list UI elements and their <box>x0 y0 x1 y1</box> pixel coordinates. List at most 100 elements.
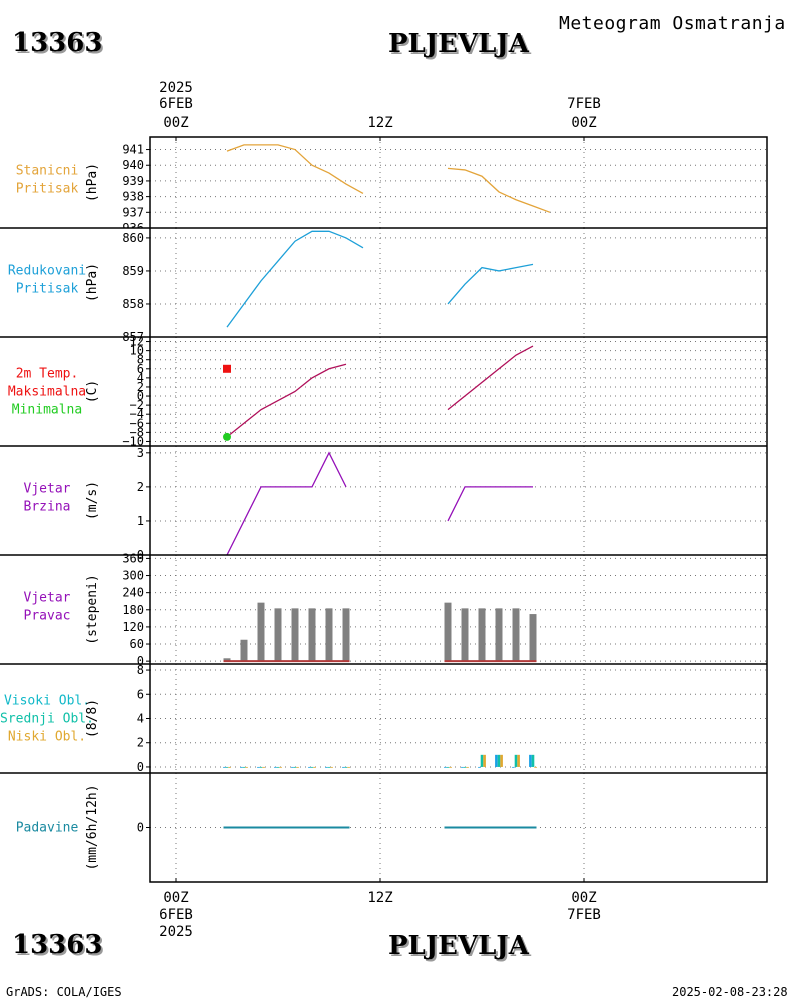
cloud-bar <box>259 766 263 768</box>
footer-timestamp: 2025-02-08-23:28 <box>672 985 788 999</box>
cloud-bar <box>308 766 311 768</box>
data-bar <box>291 608 299 662</box>
panel-label: Pritisak <box>16 182 79 197</box>
y-tick-label: 3 <box>137 446 144 460</box>
panel-plot-area <box>223 826 537 829</box>
panel-unit-label: (8/8) <box>85 699 100 738</box>
y-tick-label: −6 <box>130 416 144 430</box>
y-tick-label: −8 <box>130 425 144 439</box>
y-tick-label: 8 <box>137 663 144 677</box>
cloud-bar <box>483 754 486 767</box>
cloud-bar <box>293 766 297 768</box>
y-tick-label: 2 <box>137 380 144 394</box>
cloud-bar <box>344 766 348 768</box>
y-tick-label: 0 <box>137 654 144 668</box>
panel-plot-area <box>223 754 537 768</box>
panel-cloud-cover: 0 2 4 6 8 Visoki Obl. Srednji Obl. Niski Obl.(8… <box>0 663 767 774</box>
panel-label: Vjetar <box>24 591 71 606</box>
cloud-bar <box>262 766 265 768</box>
panel-plot-area <box>223 602 537 663</box>
series-line <box>447 167 551 213</box>
y-tick-label: 1 <box>137 514 144 528</box>
y-tick-label: 939 <box>122 174 144 188</box>
chart-title: Meteogram Osmatranja <box>559 13 786 34</box>
panel-plot-area <box>226 144 551 213</box>
cloud-bar <box>497 754 501 767</box>
panel-unit-label: (m/s) <box>85 481 100 520</box>
y-tick-label: 858 <box>122 297 144 311</box>
panel-unit-label: (hPa) <box>85 263 100 302</box>
cloud-bar <box>223 766 226 768</box>
panel-unit-label: (stepeni) <box>85 574 100 644</box>
panel-label: Niski Obl. <box>8 730 86 745</box>
axis-date-label: 7FEB <box>567 907 601 923</box>
y-tick-label: 0 <box>137 760 144 774</box>
panel-label: Redukovani <box>8 264 86 279</box>
series-line <box>226 144 364 195</box>
data-bar <box>461 608 469 662</box>
y-tick-label: 859 <box>122 264 144 278</box>
cloud-bar <box>330 766 333 768</box>
y-tick-label: 0 <box>137 389 144 403</box>
y-tick-label: 360 <box>122 551 144 565</box>
data-bar <box>325 608 333 662</box>
cloud-bar <box>500 754 503 767</box>
footer-station-name: PLJEVLJA <box>388 931 529 961</box>
y-tick-label: 2 <box>137 480 144 494</box>
axis-time-label: 00Z <box>571 890 596 906</box>
data-bar <box>495 608 503 662</box>
cloud-bar <box>279 766 282 768</box>
cloud-bar <box>291 766 294 768</box>
y-tick-label: 300 <box>122 569 144 583</box>
panel-unit-label: (mm/6h/12h) <box>85 784 100 870</box>
y-tick-label: 941 <box>122 143 144 157</box>
station-id: 13363 <box>12 28 103 58</box>
data-bar <box>342 608 350 662</box>
cloud-bar <box>228 766 231 768</box>
cloud-bar <box>310 766 314 768</box>
axis-time-label: 12Z <box>367 890 392 906</box>
data-bar <box>223 658 231 662</box>
panel-label: Stanicni <box>16 164 79 179</box>
cloud-bar <box>534 766 537 768</box>
data-bar <box>512 608 520 662</box>
cloud-bar <box>478 766 481 768</box>
panel-precipitation: 0 Padavine (mm/6h/12h) <box>16 773 767 882</box>
cloud-bar <box>325 766 328 768</box>
panel-label: Pritisak <box>16 282 79 297</box>
data-bar <box>308 608 316 662</box>
data-bar <box>257 602 265 662</box>
panel-label: Maksimalna <box>8 385 86 400</box>
cloud-bar <box>512 766 515 768</box>
tmin-marker <box>223 432 231 441</box>
cloud-bar <box>449 766 452 768</box>
y-tick-label: −10 <box>122 434 144 448</box>
cloud-bar <box>342 766 345 768</box>
axis-time-label: 00Z <box>163 115 188 131</box>
y-tick-label: 60 <box>130 637 144 651</box>
panel-plot-area <box>226 230 534 328</box>
series-line <box>447 486 533 522</box>
cloud-bar <box>495 754 498 767</box>
panel-unit-label: (hPa) <box>85 163 100 202</box>
data-bar <box>529 614 537 662</box>
y-tick-label: 936 <box>122 221 144 235</box>
panel-label: Visoki Obl. <box>4 694 90 709</box>
axis-date-label: 6FEB <box>159 907 193 923</box>
y-tick-label: 0 <box>137 821 144 835</box>
cloud-bar <box>463 766 467 768</box>
y-tick-label: 6 <box>137 687 144 701</box>
series-line <box>226 230 364 328</box>
series-line <box>226 363 347 438</box>
plot-frame <box>149 136 768 883</box>
panel-label: Padavine <box>16 821 79 836</box>
series-line <box>226 451 347 555</box>
data-bar <box>240 639 248 662</box>
cloud-bar <box>446 766 450 768</box>
cloud-bar <box>257 766 260 768</box>
panel-label: Minimalna <box>12 403 82 418</box>
